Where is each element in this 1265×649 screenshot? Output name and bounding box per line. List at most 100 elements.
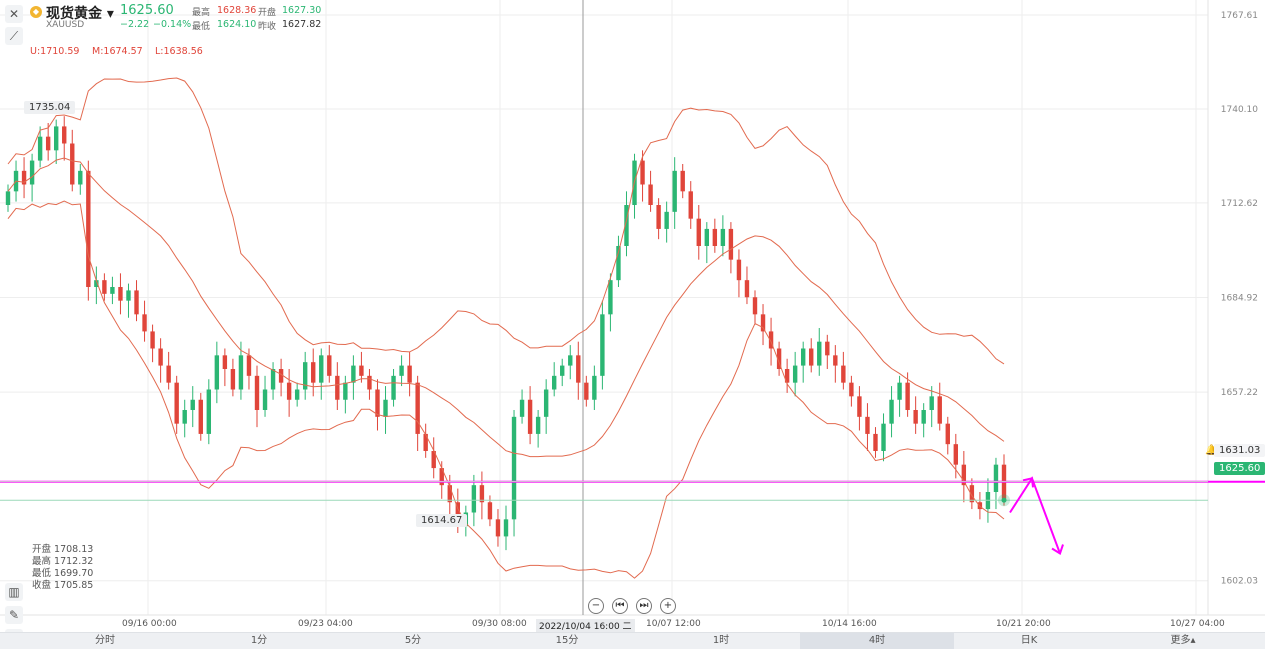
high-value: 1628.36 xyxy=(217,5,257,16)
candle-body xyxy=(945,423,950,445)
y-tick-label: 1657.22 xyxy=(1221,388,1258,398)
bollinger-upper-line xyxy=(7,77,1005,365)
tab-5min[interactable]: 5分 xyxy=(404,635,422,646)
candle-body xyxy=(568,355,573,366)
tab-daily[interactable]: 日K xyxy=(1020,635,1038,646)
candle-body xyxy=(511,416,517,520)
gold-coin-icon: ◆ xyxy=(30,6,42,18)
candle-body xyxy=(29,160,35,185)
candle-body xyxy=(53,126,59,151)
y-tick-label: 1602.03 xyxy=(1221,577,1258,587)
crosshair-time-label: 2022/10/04 16:00 二 xyxy=(536,619,635,632)
candle-body xyxy=(254,375,260,410)
boll-middle: M:1674.57 xyxy=(92,46,143,57)
candle-body xyxy=(969,485,975,503)
bell-icon[interactable]: 🔔 xyxy=(1205,445,1218,456)
candle-body xyxy=(784,369,790,383)
candle-body xyxy=(688,191,693,219)
x-tick: 09/16 00:00 xyxy=(122,619,177,629)
next-button[interactable]: ⏭ xyxy=(636,598,652,614)
candle-body xyxy=(230,369,236,390)
candle-body xyxy=(640,160,645,185)
chevron-down-icon[interactable]: ▾ xyxy=(106,6,114,22)
arrow-head-up xyxy=(1022,477,1034,488)
candle-body xyxy=(519,399,525,417)
candle-body xyxy=(319,355,324,383)
previous-button[interactable]: ⏮ xyxy=(612,598,628,614)
tab-more[interactable]: 更多▴ xyxy=(1170,635,1196,646)
candle-body xyxy=(608,280,613,315)
candle-body xyxy=(158,348,163,366)
candle-body xyxy=(800,348,806,366)
x-tick: 09/30 08:00 xyxy=(472,619,527,629)
candle-body xyxy=(961,464,967,486)
candle-body xyxy=(817,341,822,366)
candle-body xyxy=(262,389,268,410)
draw-line-icon[interactable]: ⟋ xyxy=(5,27,23,45)
tab-intraday[interactable]: 分时 xyxy=(95,635,115,646)
candle-body xyxy=(841,365,846,383)
candle-body xyxy=(286,382,292,400)
symbol: XAUUSD xyxy=(46,20,85,30)
candle-body xyxy=(222,355,228,369)
candle-body xyxy=(664,211,669,229)
candle-body xyxy=(375,389,380,417)
candle-body xyxy=(70,143,75,185)
high-label: 最高 xyxy=(192,8,211,18)
tab-4hour[interactable]: 4时 xyxy=(800,633,954,649)
candle-body xyxy=(656,205,661,229)
candle-body xyxy=(600,314,605,376)
tab-1hour[interactable]: 1时 xyxy=(712,635,730,646)
candle-body xyxy=(873,433,878,451)
candle-body xyxy=(78,170,83,185)
candle-body xyxy=(142,314,147,332)
ohlc-open: 开盘 1708.13 xyxy=(32,544,94,555)
x-tick: 10/14 16:00 xyxy=(822,619,877,629)
ohlc-close: 收盘 1705.85 xyxy=(32,580,94,591)
tab-15min[interactable]: 15分 xyxy=(555,635,579,646)
zoom-out-button[interactable]: − xyxy=(588,598,604,614)
timeframe-bar: 分时 1分 5分 15分 1时 4时 日K 更多▴ xyxy=(0,632,1265,649)
candle-body xyxy=(889,399,894,424)
candle-body xyxy=(198,399,203,434)
candle-body xyxy=(768,331,774,349)
pencil-icon[interactable]: ✎ xyxy=(5,606,23,624)
instrument-name[interactable]: 现货黄金 ▾ xyxy=(46,6,114,22)
candle-body xyxy=(672,170,677,212)
candle-body xyxy=(535,416,541,434)
candle-body xyxy=(102,280,107,294)
candle-body xyxy=(94,280,99,287)
candle-body xyxy=(760,314,766,332)
indicator-icon[interactable]: ▥ xyxy=(5,583,23,601)
candle-body xyxy=(110,287,115,294)
zoom-in-button[interactable]: + xyxy=(660,598,676,614)
candle-body xyxy=(551,375,557,390)
low-label: 最低 xyxy=(192,22,211,32)
close-icon[interactable]: ✕ xyxy=(5,5,23,23)
candle-body xyxy=(327,355,332,376)
tab-1min[interactable]: 1分 xyxy=(250,635,268,646)
x-tick: 10/21 20:00 xyxy=(996,619,1051,629)
candle-body xyxy=(479,485,485,503)
candle-body xyxy=(343,382,348,400)
candle-body xyxy=(270,369,276,390)
candle-body xyxy=(166,365,171,383)
candle-body xyxy=(720,228,726,246)
candle-body xyxy=(21,170,27,185)
ohlc-high: 最高 1712.32 xyxy=(32,556,94,567)
candle-body xyxy=(897,382,902,400)
y-tick-label: 1712.62 xyxy=(1221,199,1258,209)
candle-body xyxy=(792,365,798,383)
candle-body xyxy=(921,410,926,424)
candle-body xyxy=(881,423,886,451)
trough-label: 1614.67 xyxy=(416,514,468,527)
candle-body xyxy=(335,375,340,400)
candle-body xyxy=(712,228,718,246)
boll-upper: U:1710.59 xyxy=(30,46,80,57)
bollinger-middle-line xyxy=(7,157,1005,458)
y-tick-label: 1740.10 xyxy=(1221,105,1258,115)
candle-body xyxy=(576,355,581,383)
candle-body xyxy=(776,348,782,369)
candle-body xyxy=(905,382,910,410)
